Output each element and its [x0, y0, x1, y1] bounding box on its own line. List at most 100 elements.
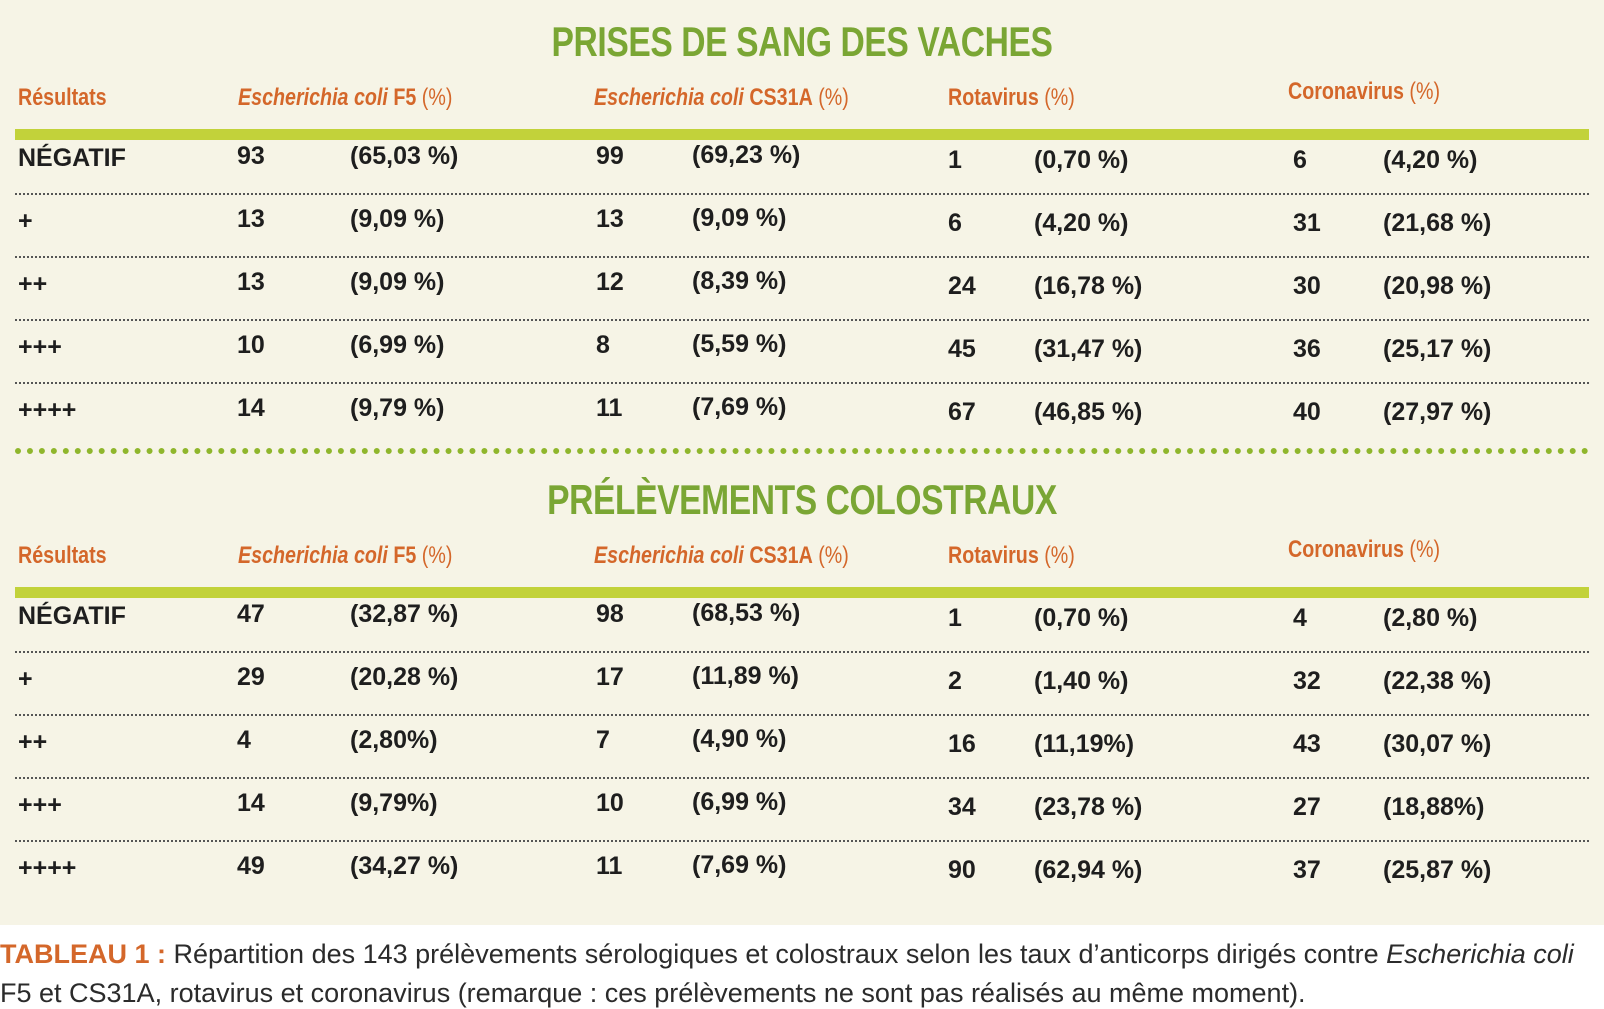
cell-cs31a-percent: (8,39 %): [692, 267, 787, 295]
table-row: +13 (9,09 %) 13 (9,09 %) 6 (4,20 %) 31 (21,68 %…: [0, 203, 1604, 267]
caption-italic: Escherichia coli: [1386, 939, 1574, 969]
cell-coronavirus-count: 40: [1293, 398, 1321, 426]
cell-coronavirus-count: 27: [1293, 793, 1321, 821]
section-title: PRÉLÈVEMENTS COLOSTRAUX: [547, 476, 1057, 523]
cell-rotavirus-percent: (31,47 %): [1034, 335, 1143, 363]
cell-coronavirus-percent: (4,20 %): [1383, 146, 1478, 174]
cell-coronavirus-count: 37: [1293, 856, 1321, 884]
cell-cs31a-percent: (11,89 %): [692, 662, 800, 690]
cell-coronavirus-percent: (20,98 %): [1383, 272, 1492, 300]
cell-coronavirus-percent: (27,97 %): [1383, 398, 1492, 426]
cell-cs31a-percent: (69,23 %): [692, 141, 801, 169]
header-underline-bar: [15, 129, 1589, 140]
cell-cs31a-percent: (7,69 %): [692, 851, 787, 879]
cell-result-level: +: [18, 665, 33, 693]
cell-coronavirus-percent: (30,07 %): [1383, 730, 1492, 758]
cell-rotavirus-count: 2: [948, 667, 962, 695]
cell-coronavirus-count: 31: [1293, 209, 1321, 237]
cell-cs31a-count: 10: [596, 789, 624, 817]
cell-result-level: ++++: [18, 854, 77, 882]
section-divider: [15, 448, 1589, 454]
cell-f5-count: 49: [237, 852, 265, 880]
cell-f5-percent: (2,80%): [350, 726, 438, 754]
header-ecoli-cs31a: Escherichia coli CS31A (%): [594, 84, 849, 111]
table-row: NÉGATIF 93 (65,03 %) 99 (69,23 %) 1 (0,70 %) 6 (…: [0, 140, 1604, 204]
cell-f5-percent: (9,09 %): [350, 268, 445, 296]
cell-coronavirus-count: 43: [1293, 730, 1321, 758]
cell-coronavirus-count: 36: [1293, 335, 1321, 363]
cell-coronavirus-percent: (25,87 %): [1383, 856, 1492, 884]
cell-coronavirus-percent: (18,88%): [1383, 793, 1485, 821]
caption-text: Répartition des 143 prélèvements sérolog…: [166, 939, 1387, 969]
cell-rotavirus-count: 34: [948, 793, 976, 821]
cell-coronavirus-count: 4: [1293, 604, 1307, 632]
header-ecoli-cs31a: Escherichia coli CS31A (%): [594, 542, 849, 569]
cell-cs31a-count: 11: [596, 852, 623, 880]
cell-rotavirus-percent: (16,78 %): [1034, 272, 1143, 300]
cell-rotavirus-count: 1: [948, 146, 962, 174]
cell-result-level: +++: [18, 333, 62, 361]
cell-cs31a-percent: (4,90 %): [692, 725, 787, 753]
header-results: Résultats: [18, 84, 107, 111]
header-underline-bar: [15, 587, 1589, 598]
cell-cs31a-count: 7: [596, 726, 610, 754]
table-row: +++ 10 (6,99 %) 8 (5,59 %) 45 (31,47 %) 36 (25,1…: [0, 329, 1604, 393]
cell-coronavirus-percent: (22,38 %): [1383, 667, 1492, 695]
cell-f5-percent: (9,79 %): [350, 394, 445, 422]
cell-f5-percent: (20,28 %): [350, 663, 459, 691]
cell-cs31a-count: 98: [596, 600, 624, 628]
cell-cs31a-percent: (7,69 %): [692, 393, 787, 421]
cell-rotavirus-count: 45: [948, 335, 976, 363]
cell-rotavirus-count: 90: [948, 856, 976, 884]
cell-rotavirus-count: 16: [948, 730, 976, 758]
row-separator: [15, 714, 1589, 716]
cell-f5-percent: (9,09 %): [350, 205, 445, 233]
row-separator: [15, 319, 1589, 321]
cell-result-level: NÉGATIF: [18, 602, 126, 630]
caption-text-end: F5 et CS31A, rotavirus et coronavirus (r…: [0, 978, 1306, 1008]
table-row: ++ 13 (9,09 %) 12 (8,39 %) 24 (16,78 %) 30 (20,9…: [0, 266, 1604, 330]
cell-f5-percent: (32,87 %): [350, 600, 459, 628]
cell-rotavirus-percent: (1,40 %): [1034, 667, 1129, 695]
table-row: +29 (20,28 %) 17 (11,89 %) 2 (1,40 %) 32 (22,38…: [0, 661, 1604, 725]
cell-f5-percent: (6,99 %): [350, 331, 445, 359]
cell-cs31a-count: 13: [596, 205, 624, 233]
cell-rotavirus-percent: (46,85 %): [1034, 398, 1143, 426]
cell-f5-count: 14: [237, 789, 265, 817]
cell-result-level: ++++: [18, 396, 77, 424]
cell-rotavirus-percent: (62,94 %): [1034, 856, 1143, 884]
cell-result-level: +: [18, 207, 33, 235]
cell-rotavirus-percent: (23,78 %): [1034, 793, 1143, 821]
cell-result-level: +++: [18, 791, 62, 819]
cell-rotavirus-percent: (11,19%): [1034, 730, 1135, 758]
cell-result-level: ++: [18, 270, 48, 298]
caption-label: TABLEAU 1 :: [0, 939, 166, 969]
table-row: ++++ 49 (34,27 %) 11 (7,69 %) 90 (62,94 %) 37 (2…: [0, 850, 1604, 914]
row-separator: [15, 777, 1589, 779]
cell-cs31a-percent: (68,53 %): [692, 599, 801, 627]
cell-cs31a-count: 8: [596, 331, 610, 359]
table-row: ++++ 14 (9,79 %) 11 (7,69 %) 67 (46,85 %) 40 (27…: [0, 392, 1604, 456]
table-row: +++ 14 (9,79%) 10 (6,99 %) 34 (23,78 %) 27 (18,8…: [0, 787, 1604, 851]
cell-cs31a-percent: (5,59 %): [692, 330, 787, 358]
row-separator: [15, 193, 1589, 195]
table-caption: TABLEAU 1 : Répartition des 143 prélèvem…: [0, 935, 1604, 1009]
cell-f5-count: 10: [237, 331, 265, 359]
cell-rotavirus-percent: (0,70 %): [1034, 604, 1129, 632]
row-separator: [15, 256, 1589, 258]
cell-f5-percent: (65,03 %): [350, 142, 459, 170]
cell-f5-percent: (9,79%): [350, 789, 438, 817]
cell-f5-count: 93: [237, 142, 265, 170]
cell-rotavirus-percent: (0,70 %): [1034, 146, 1129, 174]
cell-coronavirus-count: 32: [1293, 667, 1321, 695]
cell-cs31a-count: 99: [596, 142, 624, 170]
cell-coronavirus-percent: (25,17 %): [1383, 335, 1492, 363]
cell-rotavirus-count: 67: [948, 398, 976, 426]
header-coronavirus: Coronavirus (%): [1288, 536, 1441, 563]
cell-cs31a-count: 12: [596, 268, 624, 296]
cell-f5-count: 29: [237, 663, 265, 691]
header-rotavirus: Rotavirus (%): [948, 542, 1075, 569]
cell-coronavirus-count: 6: [1293, 146, 1307, 174]
cell-f5-count: 13: [237, 205, 265, 233]
header-coronavirus: Coronavirus (%): [1288, 78, 1441, 105]
